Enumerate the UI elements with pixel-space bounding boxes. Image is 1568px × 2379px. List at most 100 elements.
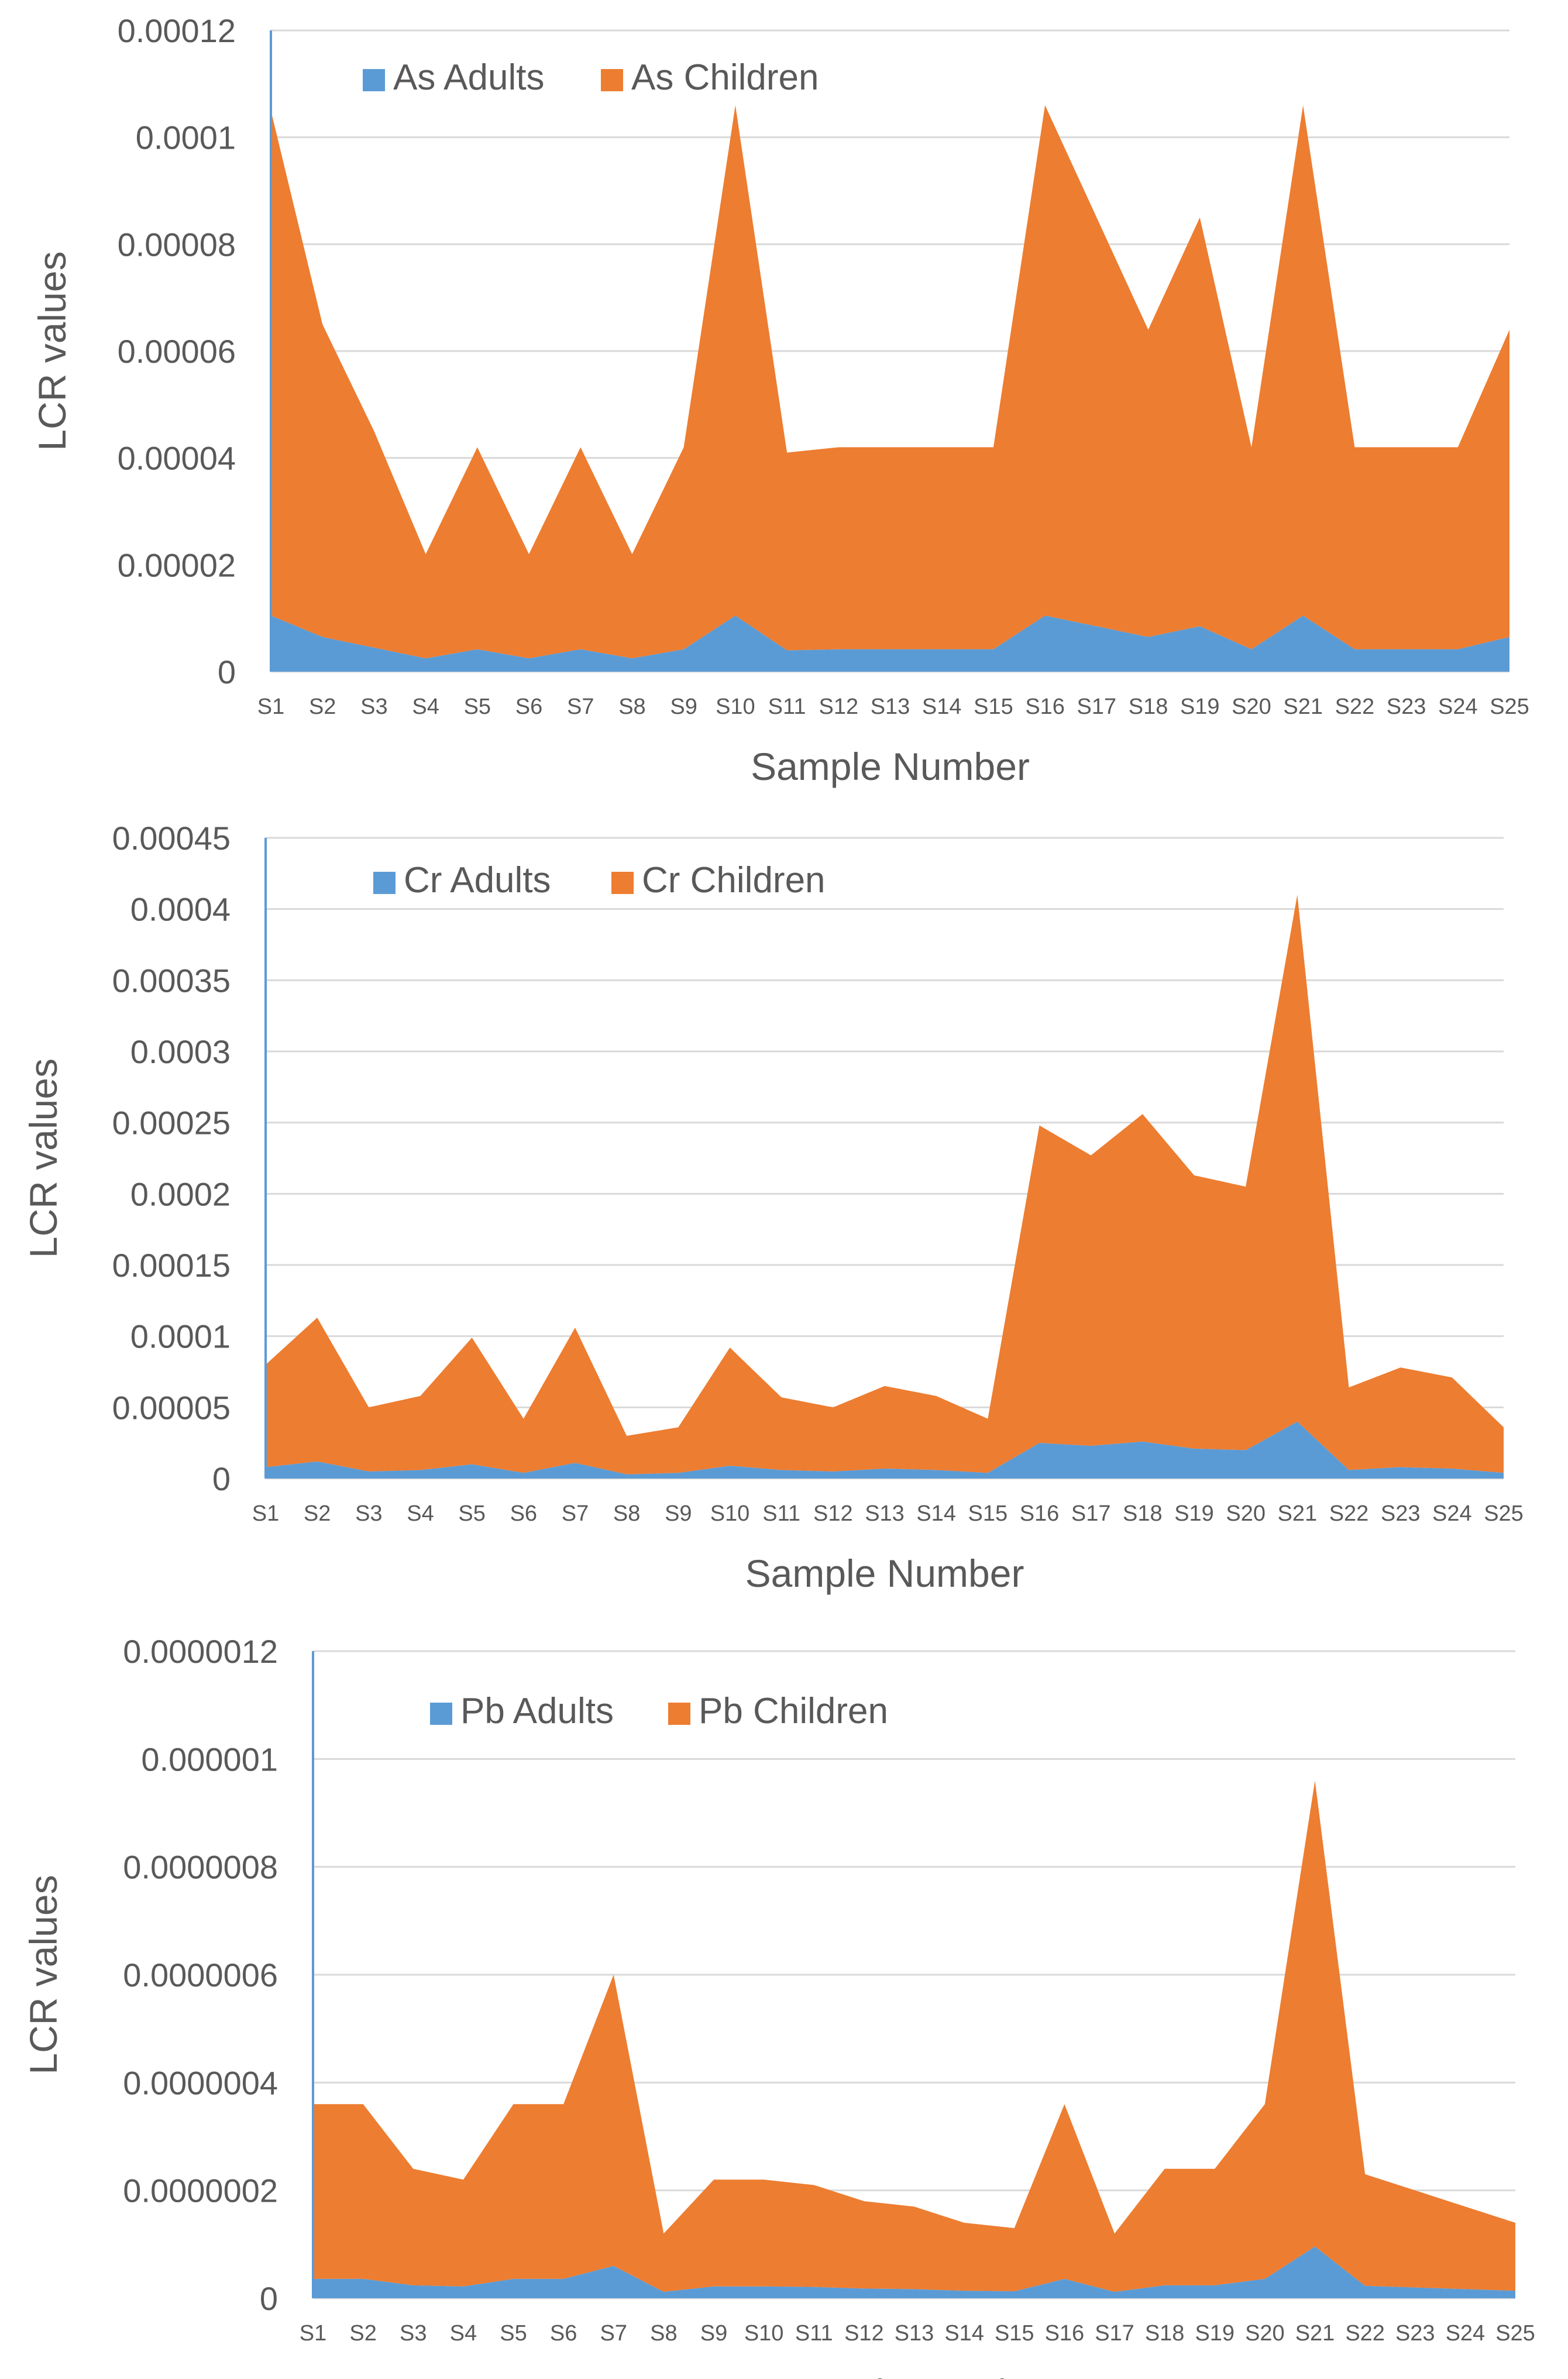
x-tick-label: S8 <box>613 1501 640 1526</box>
x-tick-label: S13 <box>871 695 910 719</box>
y-tick-label: 0.00004 <box>118 440 236 477</box>
x-tick-label: S14 <box>944 2321 984 2346</box>
x-tick-label: S10 <box>716 695 755 719</box>
x-tick-label: S24 <box>1446 2321 1486 2346</box>
x-tick-label: S17 <box>1071 1501 1111 1526</box>
x-tick-label: S9 <box>700 2321 727 2346</box>
x-tick-label: S21 <box>1278 1501 1318 1526</box>
x-tick-label: S17 <box>1077 695 1117 719</box>
x-tick-label: S14 <box>916 1501 956 1526</box>
legend-label: Cr Adults <box>404 860 551 900</box>
legend-label: As Children <box>631 57 819 98</box>
y-axis-title: LCR values <box>22 1058 65 1258</box>
legend-swatch <box>373 872 396 894</box>
x-tick-label: S11 <box>768 695 806 719</box>
x-tick-label: S19 <box>1195 2321 1235 2346</box>
x-tick-label: S12 <box>819 695 858 719</box>
y-tick-label: 0.0000004 <box>123 2064 278 2101</box>
chart-2: 0 0.00005 0.0001 0.00015 0.0002 0.00025 0.0003… <box>22 820 1524 1595</box>
y-tick-label: 0.00008 <box>118 226 236 263</box>
x-tick-label: S25 <box>1495 2321 1535 2346</box>
y-tick-label: 0 <box>260 2280 278 2317</box>
x-tick-label: S16 <box>1020 1501 1060 1526</box>
x-tick-label: S4 <box>407 1501 434 1526</box>
y-tick-label: 0.00045 <box>112 820 231 857</box>
x-tick-label: S20 <box>1226 1501 1266 1526</box>
x-tick-label: S24 <box>1438 695 1478 719</box>
x-tick-label: S3 <box>400 2321 427 2346</box>
y-tick-label: 0.0001 <box>136 119 236 156</box>
legend-label: Cr Children <box>642 860 826 900</box>
y-tick-label: 0.0004 <box>130 891 231 928</box>
x-tick-label: S12 <box>844 2321 884 2346</box>
x-tick-label: S12 <box>813 1501 853 1526</box>
x-tick-label: S11 <box>795 2321 833 2346</box>
y-tick-label: 0.00012 <box>118 12 236 49</box>
legend-label: Pb Adults <box>460 1691 614 1731</box>
x-tick-label: S6 <box>510 1501 537 1526</box>
x-tick-label: S13 <box>865 1501 905 1526</box>
y-tick-label: 0.00006 <box>118 333 236 370</box>
x-tick-label: S18 <box>1129 695 1168 719</box>
x-tick-label: S18 <box>1123 1501 1163 1526</box>
x-tick-label: S11 <box>762 1501 800 1526</box>
x-tick-label: S9 <box>665 1501 692 1526</box>
x-tick-label: S1 <box>257 695 284 719</box>
y-tick-label: 0.0000006 <box>123 1957 278 1993</box>
x-tick-label: S3 <box>355 1501 382 1526</box>
x-tick-label: S15 <box>968 1501 1008 1526</box>
x-tick-label: S15 <box>995 2321 1034 2346</box>
x-tick-label: S9 <box>670 695 697 719</box>
x-tick-label: S4 <box>412 695 439 719</box>
x-tick-label: S5 <box>464 695 491 719</box>
area-cr-children <box>266 895 1504 1474</box>
area-cr-adults <box>266 1421 1504 1479</box>
x-tick-label: S2 <box>309 695 336 719</box>
x-tick-label: S16 <box>1025 695 1065 719</box>
x-tick-label: S25 <box>1484 1501 1524 1526</box>
x-tick-label: S1 <box>252 1501 279 1526</box>
y-tick-label: 0.00035 <box>112 962 231 999</box>
y-tick-label: 0.0002 <box>130 1175 231 1212</box>
y-tick-label: 0.000001 <box>141 1741 278 1778</box>
x-tick-label: S15 <box>974 695 1013 719</box>
x-tick-label: S22 <box>1335 695 1375 719</box>
chart-1: 0 0.00002 0.00004 0.00006 0.00008 0.0001 0.000… <box>30 12 1529 788</box>
x-tick-label: S4 <box>450 2321 477 2346</box>
x-tick-label: S19 <box>1180 695 1220 719</box>
x-tick-label: S1 <box>300 2321 326 2346</box>
y-tick-label: 0 <box>212 1460 231 1497</box>
x-tick-label: S16 <box>1045 2321 1085 2346</box>
x-tick-label: S22 <box>1329 1501 1369 1526</box>
x-tick-label: S23 <box>1381 1501 1421 1526</box>
x-tick-label: S5 <box>500 2321 527 2346</box>
x-axis-title: Sample Number <box>745 1552 1024 1595</box>
y-tick-label: 0.0001 <box>130 1318 231 1355</box>
y-tick-label: 0.00002 <box>118 546 236 583</box>
x-tick-label: S2 <box>304 1501 331 1526</box>
y-tick-label: 0.0000008 <box>123 1849 278 1886</box>
x-tick-label: S2 <box>349 2321 376 2346</box>
legend-swatch <box>430 1703 452 1725</box>
y-tick-label: 0.0003 <box>130 1033 231 1070</box>
legend-swatch <box>611 872 634 894</box>
x-tick-label: S3 <box>360 695 387 719</box>
area-as-children <box>271 105 1509 659</box>
x-tick-label: S6 <box>550 2321 577 2346</box>
x-tick-label: S21 <box>1283 695 1323 719</box>
x-tick-label: S19 <box>1174 1501 1214 1526</box>
x-tick-label: S7 <box>600 2321 627 2346</box>
y-tick-label: 0.00005 <box>112 1389 231 1426</box>
x-tick-label: S8 <box>650 2321 677 2346</box>
legend-swatch <box>363 69 385 91</box>
x-tick-label: S7 <box>562 1501 589 1526</box>
y-tick-label: 0.0000002 <box>123 2172 278 2209</box>
x-tick-label: S25 <box>1490 695 1529 719</box>
x-tick-label: S14 <box>922 695 962 719</box>
area-as-adults <box>271 616 1509 672</box>
x-tick-label: S21 <box>1295 2321 1335 2346</box>
x-tick-label: S7 <box>567 695 594 719</box>
x-tick-label: S24 <box>1432 1501 1472 1526</box>
y-tick-label: 0.0000012 <box>123 1633 278 1670</box>
x-tick-label: S10 <box>710 1501 750 1526</box>
